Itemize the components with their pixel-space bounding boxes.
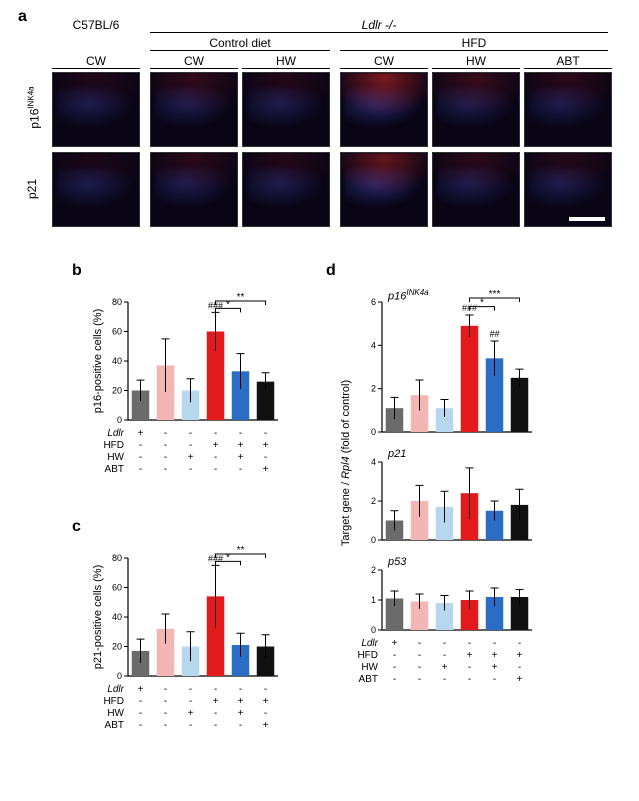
svg-text:##: ## xyxy=(489,329,499,339)
svg-text:80: 80 xyxy=(112,553,122,563)
svg-text:0: 0 xyxy=(371,625,376,635)
svg-text:1: 1 xyxy=(371,595,376,605)
panel-d-ylabel: Target gene / Rpl4 (fold of control) xyxy=(340,284,352,642)
svg-text:20: 20 xyxy=(112,642,122,652)
condition-table: Ldlr+-----HFD---+++HW--+-+-ABT-----+ xyxy=(354,638,532,686)
svg-text:0: 0 xyxy=(117,415,122,425)
chart-title: p53 xyxy=(388,556,406,568)
svg-text:*: * xyxy=(480,298,484,309)
svg-text:2: 2 xyxy=(371,565,376,575)
row-p16: p16INK4a xyxy=(27,78,42,138)
ylabel: p21-positive cells (%) xyxy=(92,558,104,676)
chart-title: p21 xyxy=(388,448,406,460)
chart-c: 020406080###***p21-positive cells (%)Ldl… xyxy=(92,534,282,682)
svg-text:4: 4 xyxy=(371,457,376,467)
col-5: ABT xyxy=(524,54,612,68)
svg-text:0: 0 xyxy=(371,535,376,545)
micrograph-1-2 xyxy=(242,152,330,227)
svg-text:**: ** xyxy=(237,292,245,303)
diet-control: Control diet xyxy=(150,36,330,50)
col-5-line xyxy=(524,68,612,69)
panel-b-label: b xyxy=(72,262,82,280)
panel-c-label: c xyxy=(72,518,81,536)
svg-text:40: 40 xyxy=(112,612,122,622)
bar-3 xyxy=(461,326,479,432)
strain-ldlr: Ldlr -/- xyxy=(150,18,608,32)
panel-a-label: a xyxy=(18,8,27,26)
col-4-line xyxy=(432,68,520,69)
micrograph-0-3 xyxy=(340,72,428,147)
micrograph-0-1 xyxy=(150,72,238,147)
svg-text:80: 80 xyxy=(112,297,122,307)
micrograph-0-0 xyxy=(52,72,140,147)
svg-text:***: *** xyxy=(489,289,501,300)
svg-text:2: 2 xyxy=(371,384,376,394)
diet-hfd-line xyxy=(340,50,608,51)
svg-text:0: 0 xyxy=(371,427,376,437)
micrograph-0-5 xyxy=(524,72,612,147)
chart-d-sub-2: 012p53Ldlr+-----HFD---+++HW--+-+-ABT----… xyxy=(346,546,536,636)
micrograph-1-3 xyxy=(340,152,428,227)
col-3: CW xyxy=(340,54,428,68)
micrograph-1-0 xyxy=(52,152,140,227)
svg-text:4: 4 xyxy=(371,340,376,350)
micrograph-0-4 xyxy=(432,72,520,147)
scalebar xyxy=(569,217,605,221)
chart-d: 0246#####****p16INK4a024p21012p53Ldlr+--… xyxy=(346,278,536,696)
col-1: CW xyxy=(150,54,238,68)
svg-text:0: 0 xyxy=(117,671,122,681)
svg-text:**: ** xyxy=(237,545,245,556)
condition-table: Ldlr+-----HFD---+++HW--+-+-ABT-----+ xyxy=(100,428,278,476)
micrograph-1-5 xyxy=(524,152,612,227)
svg-text:20: 20 xyxy=(112,386,122,396)
svg-text:60: 60 xyxy=(112,327,122,337)
chart-d-sub-1: 0 2 4 p21 xyxy=(346,438,536,546)
ylabel: p16-positive cells (%) xyxy=(92,302,104,420)
diet-control-line xyxy=(150,50,330,51)
svg-text:40: 40 xyxy=(112,356,122,366)
panel-d-label: d xyxy=(326,262,336,280)
col-0: CW xyxy=(52,54,140,68)
micrograph-0-2 xyxy=(242,72,330,147)
svg-text:60: 60 xyxy=(112,583,122,593)
row-p21: p21 xyxy=(25,174,39,204)
chart-title: p16INK4a xyxy=(388,288,429,303)
col-4: HW xyxy=(432,54,520,68)
svg-text:2: 2 xyxy=(371,496,376,506)
col-1-line xyxy=(150,68,238,69)
micrograph-1-4 xyxy=(432,152,520,227)
col-0-line xyxy=(52,68,140,69)
condition-table: Ldlr+-----HFD---+++HW--+-+-ABT-----+ xyxy=(100,684,278,732)
chart-d-sub-0: 0246#####****p16INK4a xyxy=(346,278,536,438)
chart-b: 020406080###***p16-positive cells (%)Ldl… xyxy=(92,278,282,426)
svg-text:6: 6 xyxy=(371,297,376,307)
micrograph-1-1 xyxy=(150,152,238,227)
col-2-line xyxy=(242,68,330,69)
diet-hfd: HFD xyxy=(340,36,608,50)
col-2: HW xyxy=(242,54,330,68)
strain-c57: C57BL/6 xyxy=(52,18,140,32)
strain-ldlr-line xyxy=(150,32,608,33)
col-3-line xyxy=(340,68,428,69)
